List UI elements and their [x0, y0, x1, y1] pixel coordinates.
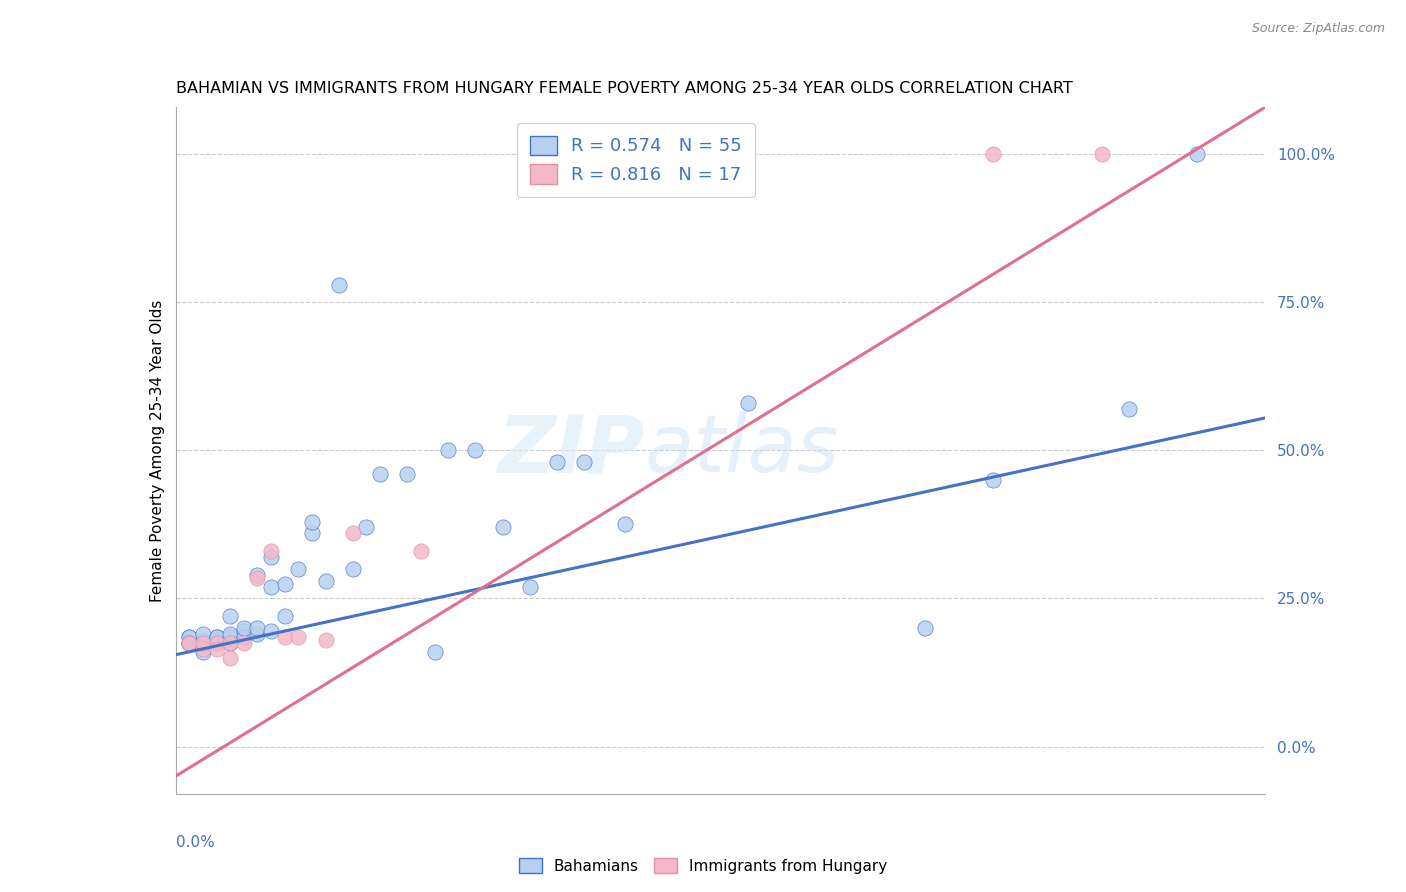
Point — [981, 473, 1004, 487]
Point — [274, 630, 297, 644]
Point — [179, 630, 201, 644]
Point — [219, 630, 242, 644]
Point — [301, 526, 323, 541]
Point — [205, 630, 228, 644]
Point — [274, 576, 297, 591]
Point — [737, 396, 759, 410]
Point — [437, 443, 460, 458]
Point — [191, 632, 214, 647]
Point — [246, 627, 269, 641]
Legend: R = 0.574   N = 55, R = 0.816   N = 17: R = 0.574 N = 55, R = 0.816 N = 17 — [517, 123, 755, 197]
Point — [232, 636, 254, 650]
Point — [260, 544, 283, 558]
Point — [301, 515, 323, 529]
Point — [574, 455, 596, 469]
Point — [246, 621, 269, 635]
Point — [342, 526, 364, 541]
Point — [219, 650, 242, 665]
Point — [232, 630, 254, 644]
Point — [356, 520, 378, 534]
Point — [179, 636, 201, 650]
Point — [232, 630, 254, 644]
Point — [423, 645, 446, 659]
Point — [205, 641, 228, 656]
Point — [246, 567, 269, 582]
Point — [205, 636, 228, 650]
Point — [464, 443, 486, 458]
Point — [205, 636, 228, 650]
Point — [219, 627, 242, 641]
Text: Source: ZipAtlas.com: Source: ZipAtlas.com — [1251, 22, 1385, 36]
Point — [205, 632, 228, 647]
Point — [287, 562, 309, 576]
Point — [342, 562, 364, 576]
Point — [614, 517, 637, 532]
Point — [179, 636, 201, 650]
Point — [519, 580, 541, 594]
Point — [1187, 147, 1209, 161]
Point — [396, 467, 419, 482]
Point — [179, 636, 201, 650]
Point — [246, 571, 269, 585]
Point — [219, 636, 242, 650]
Point — [260, 549, 283, 564]
Point — [315, 574, 337, 588]
Point — [1091, 147, 1114, 161]
Point — [492, 520, 515, 534]
Point — [546, 455, 568, 469]
Point — [179, 636, 201, 650]
Point — [191, 636, 214, 650]
Y-axis label: Female Poverty Among 25-34 Year Olds: Female Poverty Among 25-34 Year Olds — [149, 300, 165, 601]
Point — [191, 641, 214, 656]
Point — [274, 609, 297, 624]
Point — [260, 580, 283, 594]
Point — [368, 467, 391, 482]
Point — [219, 636, 242, 650]
Point — [981, 147, 1004, 161]
Text: BAHAMIAN VS IMMIGRANTS FROM HUNGARY FEMALE POVERTY AMONG 25-34 YEAR OLDS CORRELA: BAHAMIAN VS IMMIGRANTS FROM HUNGARY FEMA… — [176, 81, 1073, 96]
Point — [205, 636, 228, 650]
Point — [287, 630, 309, 644]
Point — [191, 627, 214, 641]
Point — [232, 621, 254, 635]
Point — [1118, 402, 1140, 417]
Point — [205, 630, 228, 644]
Point — [219, 609, 242, 624]
Point — [315, 632, 337, 647]
Text: 0.0%: 0.0% — [176, 835, 215, 850]
Point — [191, 636, 214, 650]
Point — [191, 645, 214, 659]
Point — [328, 277, 350, 292]
Text: ZIP: ZIP — [496, 411, 644, 490]
Point — [914, 621, 936, 635]
Point — [219, 636, 242, 650]
Point — [232, 624, 254, 638]
Point — [191, 636, 214, 650]
Point — [191, 641, 214, 656]
Legend: Bahamians, Immigrants from Hungary: Bahamians, Immigrants from Hungary — [512, 852, 894, 880]
Text: atlas: atlas — [644, 411, 839, 490]
Point — [260, 624, 283, 638]
Point — [409, 544, 432, 558]
Point — [179, 630, 201, 644]
